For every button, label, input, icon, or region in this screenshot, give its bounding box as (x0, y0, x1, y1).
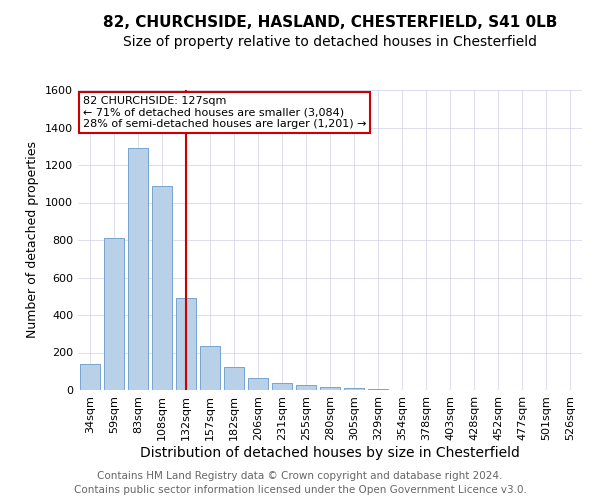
Bar (344, 388, 364, 390)
Y-axis label: Number of detached properties: Number of detached properties (26, 142, 40, 338)
Text: Contains HM Land Registry data © Crown copyright and database right 2024.
Contai: Contains HM Land Registry data © Crown c… (74, 471, 526, 495)
Bar (320, 386, 340, 390)
Bar (152, 186, 172, 390)
Bar (128, 148, 148, 390)
X-axis label: Distribution of detached houses by size in Chesterfield: Distribution of detached houses by size … (140, 446, 520, 460)
Bar (368, 389, 388, 390)
Bar (176, 298, 196, 390)
Bar (224, 366, 244, 390)
Bar (272, 383, 292, 390)
Bar (296, 386, 316, 390)
Bar (80, 364, 100, 390)
Text: 82, CHURCHSIDE, HASLAND, CHESTERFIELD, S41 0LB: 82, CHURCHSIDE, HASLAND, CHESTERFIELD, S… (103, 15, 557, 30)
Text: Size of property relative to detached houses in Chesterfield: Size of property relative to detached ho… (123, 35, 537, 49)
Bar (104, 238, 124, 390)
Text: 82 CHURCHSIDE: 127sqm
← 71% of detached houses are smaller (3,084)
28% of semi-d: 82 CHURCHSIDE: 127sqm ← 71% of detached … (83, 96, 367, 129)
Bar (200, 346, 220, 390)
Bar (248, 378, 268, 390)
